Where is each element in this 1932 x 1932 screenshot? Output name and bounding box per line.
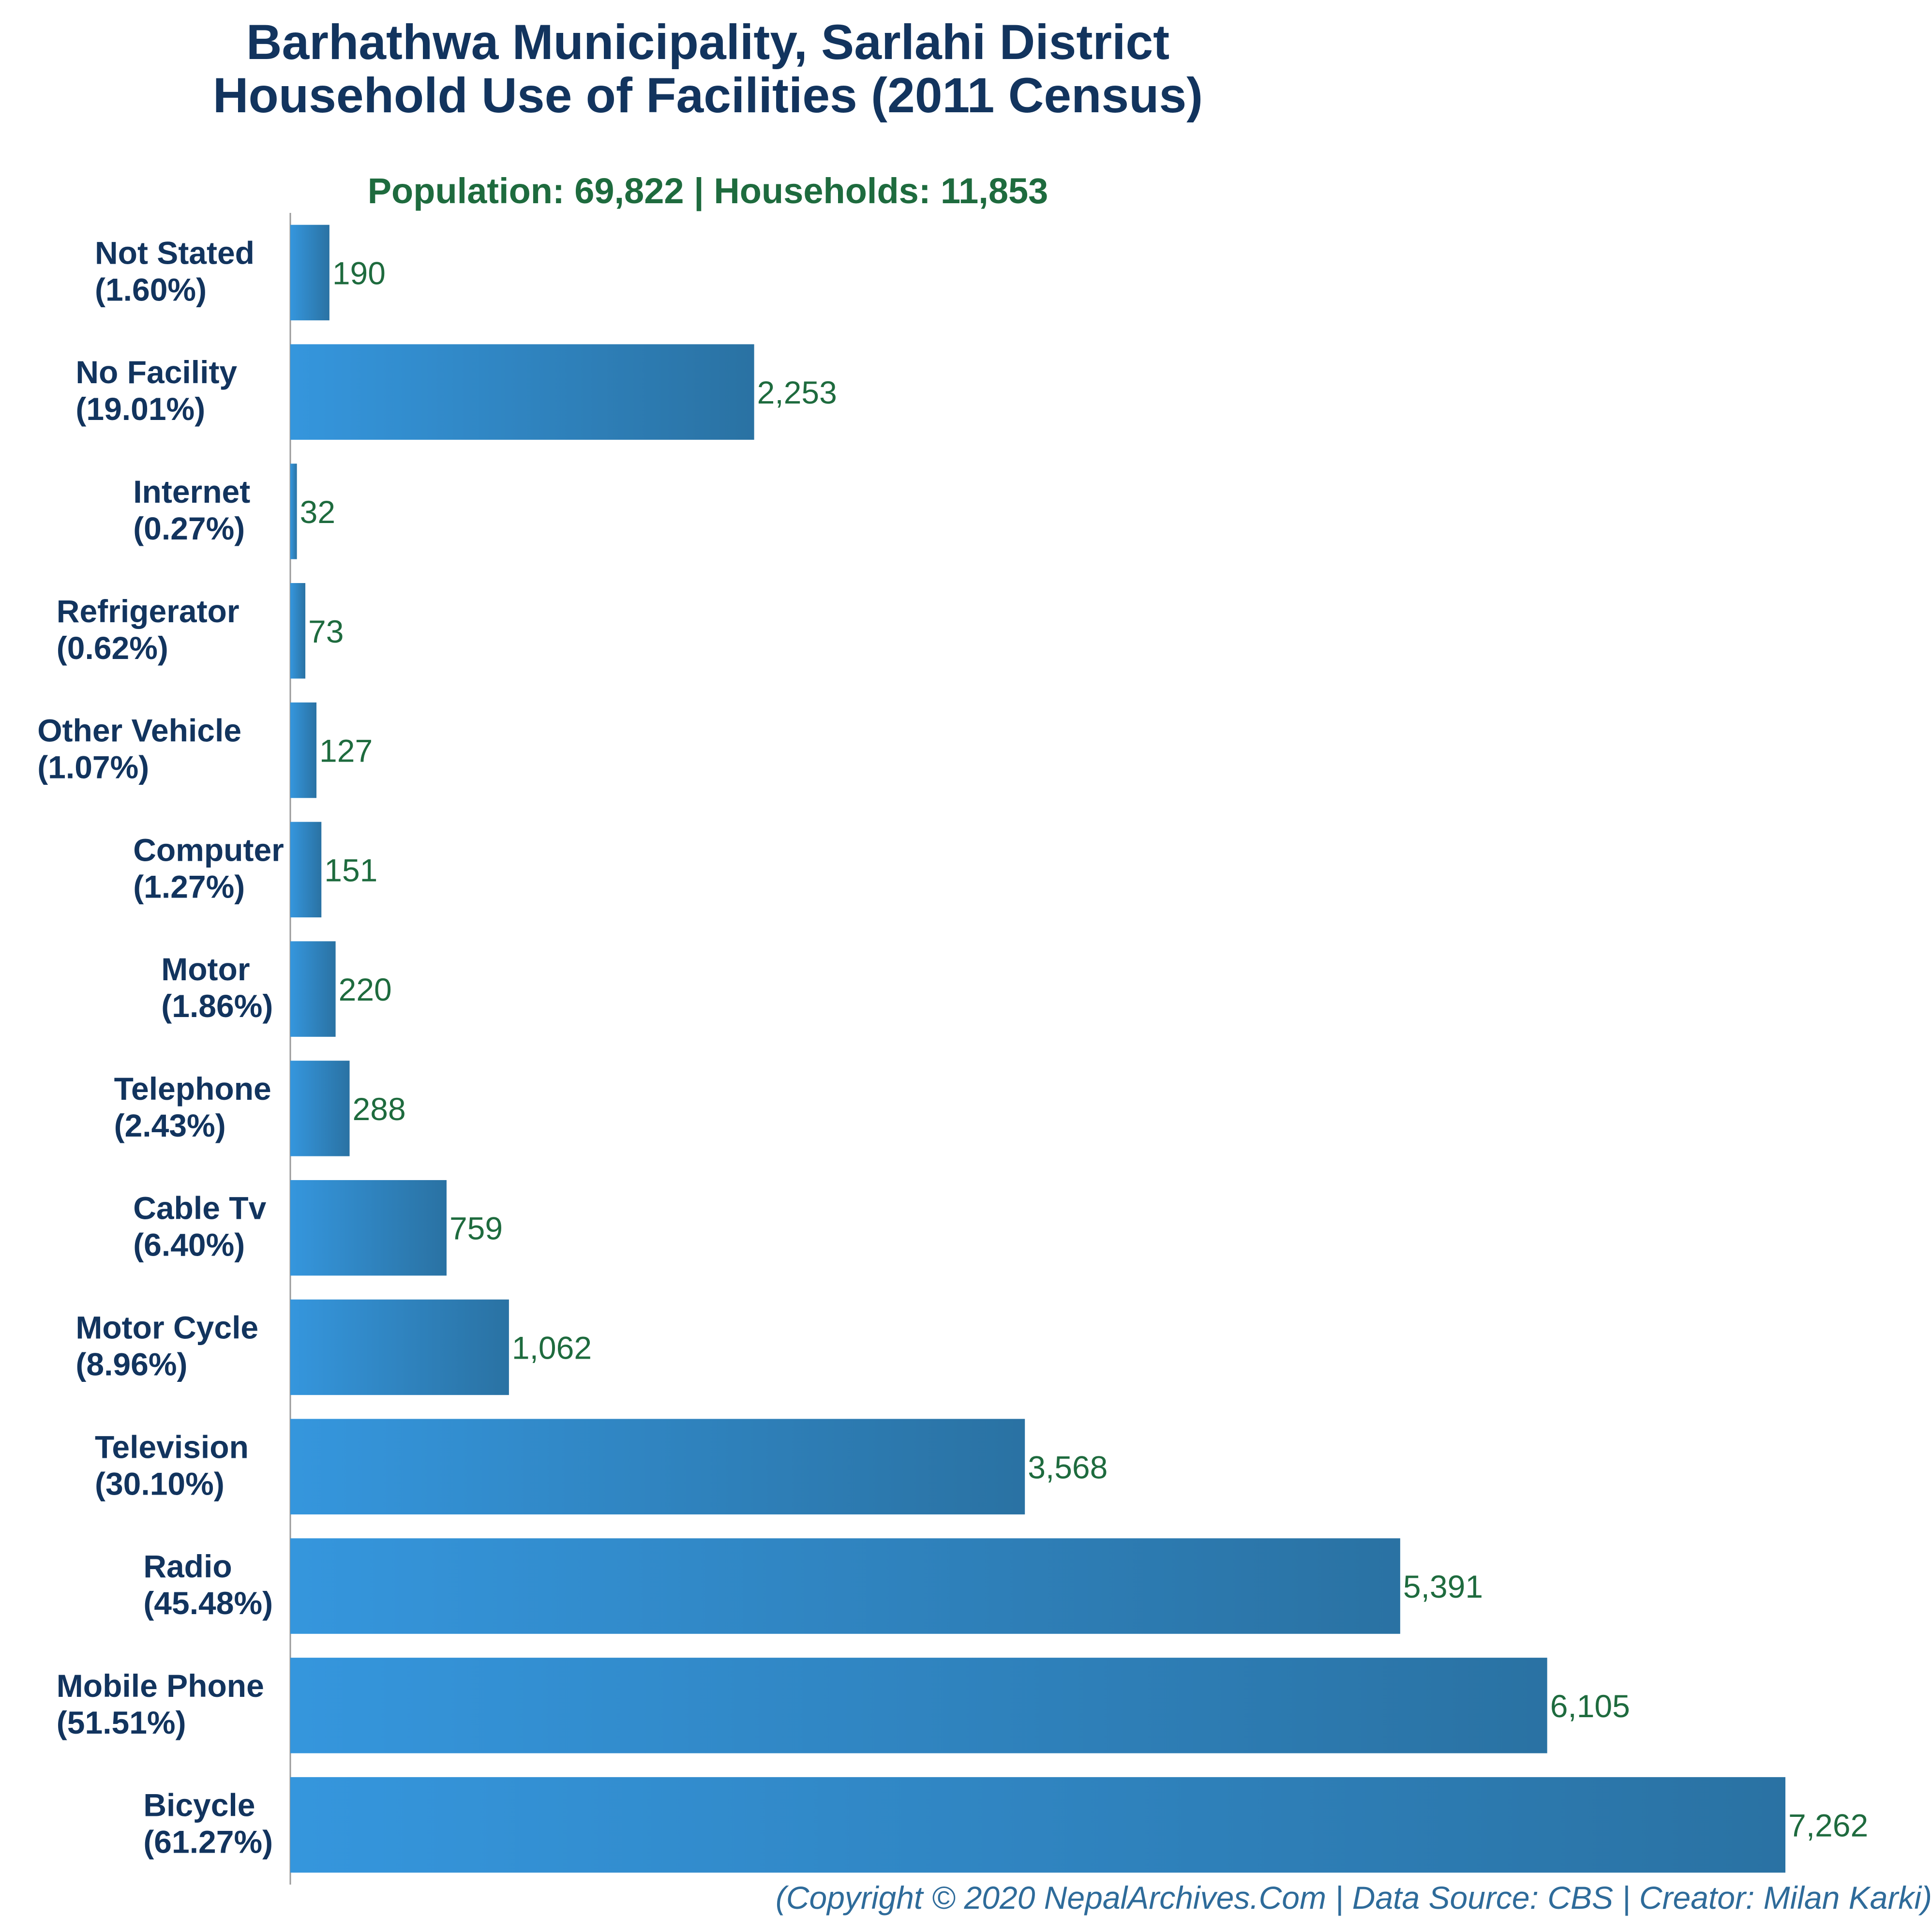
category-percent: (51.51%) xyxy=(57,1705,186,1740)
bars-layer: 190 Not Stated (1.60%) 2,253 No Facility (19.… xyxy=(37,225,1868,1873)
bar xyxy=(290,1061,350,1156)
category-label: Other Vehicle (1.07%) xyxy=(37,713,241,785)
category-name: Telephone xyxy=(114,1071,271,1107)
bar-value-label: 32 xyxy=(300,494,335,530)
bar-value-label: 220 xyxy=(339,972,392,1007)
category-percent: (6.40%) xyxy=(133,1227,245,1263)
category-label: Motor (1.86%) xyxy=(161,951,273,1024)
category-name: Refrigerator xyxy=(57,593,240,629)
chart-title-line-1: Barhathwa Municipality, Sarlahi District xyxy=(246,15,1169,70)
chart-subtitle: Population: 69,822 | Households: 11,853 xyxy=(368,171,1048,211)
category-name: No Facility xyxy=(75,354,237,390)
category-percent: (0.62%) xyxy=(57,630,168,666)
category-percent: (19.01%) xyxy=(75,391,205,427)
bar xyxy=(290,1538,1400,1634)
category-label: Telephone (2.43%) xyxy=(114,1071,271,1143)
category-percent: (0.27%) xyxy=(133,510,245,546)
category-label: No Facility (19.01%) xyxy=(75,354,237,427)
category-percent: (61.27%) xyxy=(143,1824,273,1860)
bar-value-label: 7,262 xyxy=(1788,1808,1868,1843)
bar-value-label: 1,062 xyxy=(512,1330,592,1365)
category-label: Not Stated (1.60%) xyxy=(95,235,255,307)
bar-group: 151 Computer (1.27%) xyxy=(133,822,377,918)
category-percent: (1.86%) xyxy=(161,988,273,1024)
bar-value-label: 190 xyxy=(332,255,386,291)
bar-group: 7,262 Bicycle (61.27%) xyxy=(143,1777,1868,1873)
bar-value-label: 127 xyxy=(319,733,373,769)
category-name: Radio xyxy=(143,1548,232,1584)
category-percent: (45.48%) xyxy=(143,1585,273,1621)
bar-value-label: 6,105 xyxy=(1550,1688,1630,1724)
bar-group: 73 Refrigerator (0.62%) xyxy=(57,583,344,679)
category-name: Mobile Phone xyxy=(57,1668,264,1704)
category-label: Television (30.10%) xyxy=(95,1429,249,1501)
bar xyxy=(290,1777,1785,1873)
category-label: Cable Tv (6.40%) xyxy=(133,1190,266,1263)
category-percent: (1.27%) xyxy=(133,869,245,904)
bar-group: 2,253 No Facility (19.01%) xyxy=(75,344,837,440)
category-name: Internet xyxy=(133,474,250,509)
category-name: Bicycle xyxy=(143,1787,255,1823)
bar-group: 220 Motor (1.86%) xyxy=(161,941,392,1037)
bar xyxy=(290,464,297,559)
bar xyxy=(290,225,329,321)
bar-group: 288 Telephone (2.43%) xyxy=(114,1061,406,1156)
category-label: Computer (1.27%) xyxy=(133,832,284,904)
category-name: Television xyxy=(95,1429,249,1465)
bar-group: 3,568 Television (30.10%) xyxy=(95,1419,1108,1514)
bar-value-label: 151 xyxy=(324,852,377,888)
category-name: Motor xyxy=(161,951,250,987)
category-name: Not Stated xyxy=(95,235,255,270)
bar xyxy=(290,344,754,440)
bar xyxy=(290,1180,447,1276)
category-percent: (8.96%) xyxy=(75,1346,187,1382)
category-label: Bicycle (61.27%) xyxy=(143,1787,273,1860)
bar-group: 759 Cable Tv (6.40%) xyxy=(133,1180,503,1276)
category-name: Other Vehicle xyxy=(37,713,241,749)
bar-group: 127 Other Vehicle (1.07%) xyxy=(37,702,373,798)
bar xyxy=(290,941,336,1037)
category-percent: (1.07%) xyxy=(37,749,149,785)
bar-group: 32 Internet (0.27%) xyxy=(133,464,335,559)
bar xyxy=(290,822,322,918)
bar-group: 5,391 Radio (45.48%) xyxy=(143,1538,1483,1634)
bar xyxy=(290,583,306,679)
category-percent: (1.60%) xyxy=(95,271,207,307)
category-label: Internet (0.27%) xyxy=(133,474,250,546)
bar xyxy=(290,702,317,798)
bar xyxy=(290,1299,509,1395)
bar xyxy=(290,1419,1025,1514)
bar-group: 190 Not Stated (1.60%) xyxy=(95,225,386,321)
category-label: Refrigerator (0.62%) xyxy=(57,593,240,666)
chart-title-line-2: Household Use of Facilities (2011 Census… xyxy=(213,68,1203,123)
category-label: Radio (45.48%) xyxy=(143,1548,273,1621)
bar-group: 6,105 Mobile Phone (51.51%) xyxy=(57,1658,1630,1753)
category-name: Motor Cycle xyxy=(75,1309,258,1345)
bar-value-label: 759 xyxy=(449,1211,503,1246)
chart-footer: (Copyright © 2020 NepalArchives.Com | Da… xyxy=(776,1880,1932,1917)
bar-value-label: 3,568 xyxy=(1028,1449,1108,1485)
bar xyxy=(290,1658,1547,1753)
bar-value-label: 2,253 xyxy=(757,374,837,410)
bar-group: 1,062 Motor Cycle (8.96%) xyxy=(75,1299,592,1395)
bar-value-label: 288 xyxy=(353,1091,406,1127)
category-label: Motor Cycle (8.96%) xyxy=(75,1309,258,1382)
bar-value-label: 5,391 xyxy=(1403,1569,1483,1604)
category-label: Mobile Phone (51.51%) xyxy=(57,1668,264,1740)
category-name: Computer xyxy=(133,832,284,868)
category-name: Cable Tv xyxy=(133,1190,266,1226)
bar-value-label: 73 xyxy=(308,614,344,649)
category-percent: (30.10%) xyxy=(95,1466,225,1501)
category-percent: (2.43%) xyxy=(114,1108,226,1143)
